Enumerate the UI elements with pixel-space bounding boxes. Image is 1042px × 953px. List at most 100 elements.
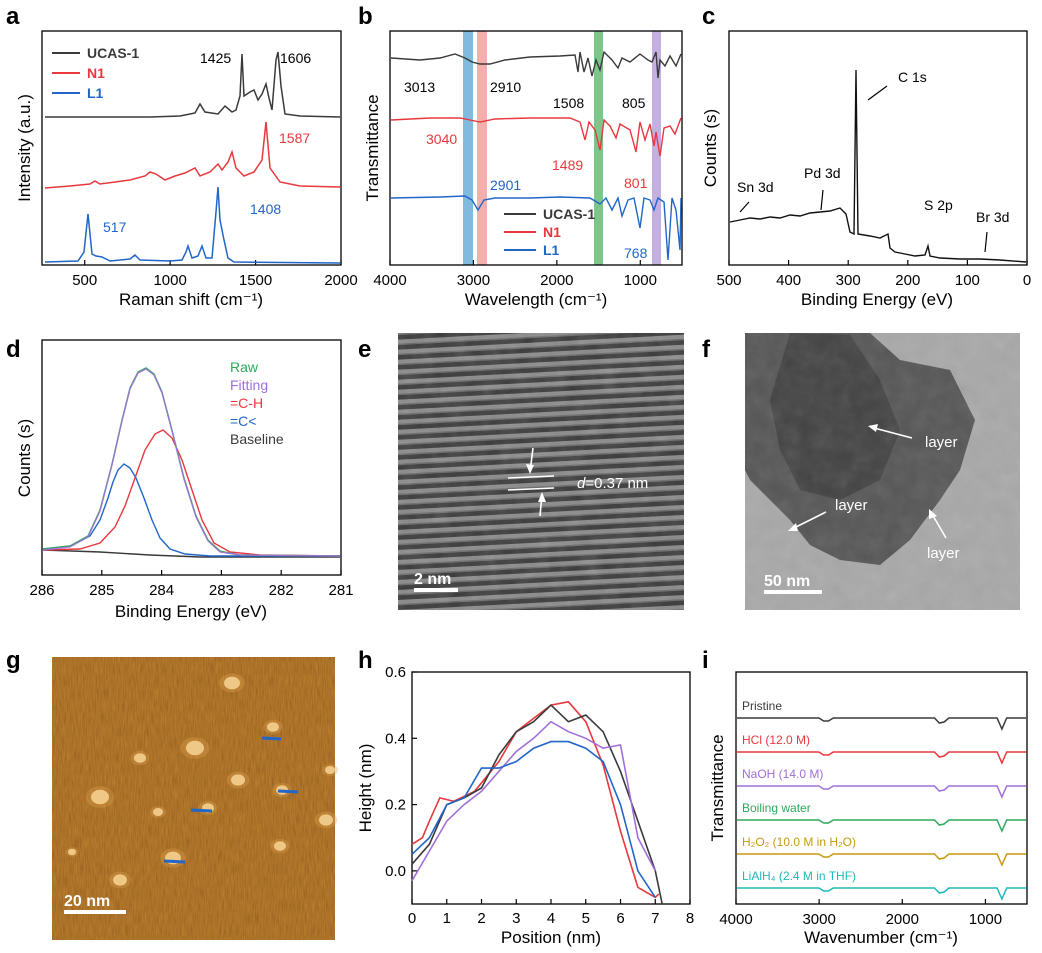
height-profile-line	[411, 700, 660, 899]
afm-particle-halo	[65, 847, 79, 857]
scale-label: 50 nm	[764, 573, 810, 590]
legend-label: =C-H	[230, 395, 263, 411]
axes-frame	[728, 30, 1028, 266]
x-tick-group: 500 1000 1500 2000	[72, 260, 358, 289]
afm-particle	[91, 789, 109, 805]
series-group: Pristine HCl (12.0 M) NaOH (14.0 M) Boiling…	[737, 699, 1026, 901]
legend-label: Baseline	[230, 431, 284, 447]
annotation-2910: 2910	[490, 79, 521, 95]
afm-particle-halo	[314, 811, 338, 829]
pointer-line	[984, 231, 988, 253]
afm-particle-halo	[150, 806, 166, 818]
y-axis-label: Transmittance	[708, 734, 727, 841]
afm-particle-halo	[85, 786, 115, 808]
y-tick-label: 0.4	[385, 730, 406, 747]
condition-label: HCl (12.0 M)	[742, 733, 810, 747]
scale-label: 20 nm	[64, 893, 110, 910]
x-tick-label: 500	[72, 272, 97, 289]
legend: UCAS-1 N1 L1	[52, 45, 139, 101]
profile-line	[190, 808, 213, 813]
annotation-801: 801	[624, 175, 648, 191]
band-1508	[594, 31, 603, 265]
x-tick-label: 0	[408, 910, 416, 927]
annotation-517: 517	[103, 219, 127, 235]
panel-f: f layer layer layer 50 nm	[702, 333, 1020, 610]
x-tick-label: 8	[686, 910, 694, 927]
legend-label: L1	[543, 242, 560, 258]
ir-spectrum-line	[737, 819, 1026, 833]
legend: Raw Fitting =C-H =C< Baseline	[230, 359, 284, 447]
x-tick-label: 3000	[802, 911, 835, 928]
condition-label: Pristine	[742, 699, 782, 713]
series-ucas1	[45, 51, 341, 118]
x-tick-label: 3	[512, 910, 520, 927]
legend-label: UCAS-1	[543, 206, 595, 222]
afm-particle	[231, 774, 245, 786]
panel-letter: a	[6, 3, 20, 30]
profile-line	[163, 859, 186, 864]
ir-spectrum-line	[737, 717, 1026, 731]
series-c-carbon	[42, 463, 340, 557]
x-tick-label: 282	[269, 582, 294, 599]
band-3013	[463, 31, 473, 265]
y-tick-label: 0.0	[385, 863, 406, 880]
height-profile-line	[411, 720, 657, 882]
scale-bar	[64, 910, 126, 914]
condition-label: Boiling water	[742, 801, 811, 815]
x-tick-group: 4000 3000 2000 1000	[719, 899, 1002, 928]
annotation-1606: 1606	[280, 50, 311, 66]
annotation-1587: 1587	[279, 130, 310, 146]
series-baseline	[42, 549, 340, 558]
condition-label: H₂O₂ (10.0 M in H₂O)	[742, 835, 856, 849]
scale-label: 2 nm	[414, 571, 451, 588]
label-layer-1: layer	[925, 434, 958, 451]
panel-d: d 286 285 284 283 282 281 Binding Energy (eV)…	[6, 336, 354, 621]
arrow-3	[931, 513, 947, 539]
y-axis-label: Counts (s)	[15, 419, 34, 497]
x-tick-label: 4000	[719, 911, 752, 928]
panel-i: i 4000 3000 2000 1000 Pristine HCl (12.0 M) N…	[702, 647, 1028, 947]
x-tick-label: 300	[836, 272, 861, 289]
pointer-line	[739, 201, 750, 213]
x-tick-label: 283	[209, 582, 234, 599]
x-tick-label: 100	[955, 272, 980, 289]
annotation-1425: 1425	[200, 50, 231, 66]
panel-letter: c	[702, 3, 715, 30]
x-tick-group: 500 400 300 200 100 0	[716, 260, 1031, 289]
x-tick-label: 200	[895, 272, 920, 289]
series-n1	[390, 117, 682, 157]
ir-spectrum-line	[737, 785, 1026, 799]
panel-letter: i	[702, 647, 709, 674]
afm-particle-halo	[130, 750, 150, 766]
legend-label: L1	[87, 85, 104, 101]
series-l1	[44, 186, 341, 264]
x-tick-group: 286 285 284 283 282 281	[29, 570, 354, 599]
afm-particle-halo	[226, 771, 250, 789]
x-tick-label: 286	[29, 582, 54, 599]
tick-group: 0 1 2 3 4 5 6 7 8 0.0 0.2 0.4 0.6	[385, 664, 694, 927]
annotation-pd3d: Pd 3d	[804, 165, 841, 181]
annotation-s2p: S 2p	[924, 197, 953, 213]
arrow-1	[873, 427, 913, 439]
afm-particle	[113, 874, 127, 886]
series-raw	[42, 367, 341, 557]
profile-line	[261, 736, 282, 741]
annotation-3040: 3040	[426, 131, 457, 147]
panel-b: b 4000 3000 2000 1000 Wavelength (cm⁻¹) Tra…	[358, 3, 683, 309]
x-tick-label: 1500	[239, 272, 272, 289]
x-axis-label: Wavelength (cm⁻¹)	[465, 290, 607, 309]
afm-particle	[134, 753, 146, 763]
legend: UCAS-1 N1 L1	[504, 206, 595, 258]
hrtem-noise	[398, 333, 684, 610]
x-tick-label: 400	[776, 272, 801, 289]
x-tick-label: 285	[89, 582, 114, 599]
x-tick-label: 281	[328, 582, 353, 599]
x-tick-label: 0	[1023, 272, 1031, 289]
ir-spectrum-line	[737, 887, 1026, 901]
annotation-1489: 1489	[552, 157, 583, 173]
x-tick-label: 1000	[624, 272, 657, 289]
y-axis-label: Transmittance	[363, 94, 382, 201]
axes-frame	[41, 339, 342, 576]
ir-spectrum-line	[737, 751, 1026, 765]
